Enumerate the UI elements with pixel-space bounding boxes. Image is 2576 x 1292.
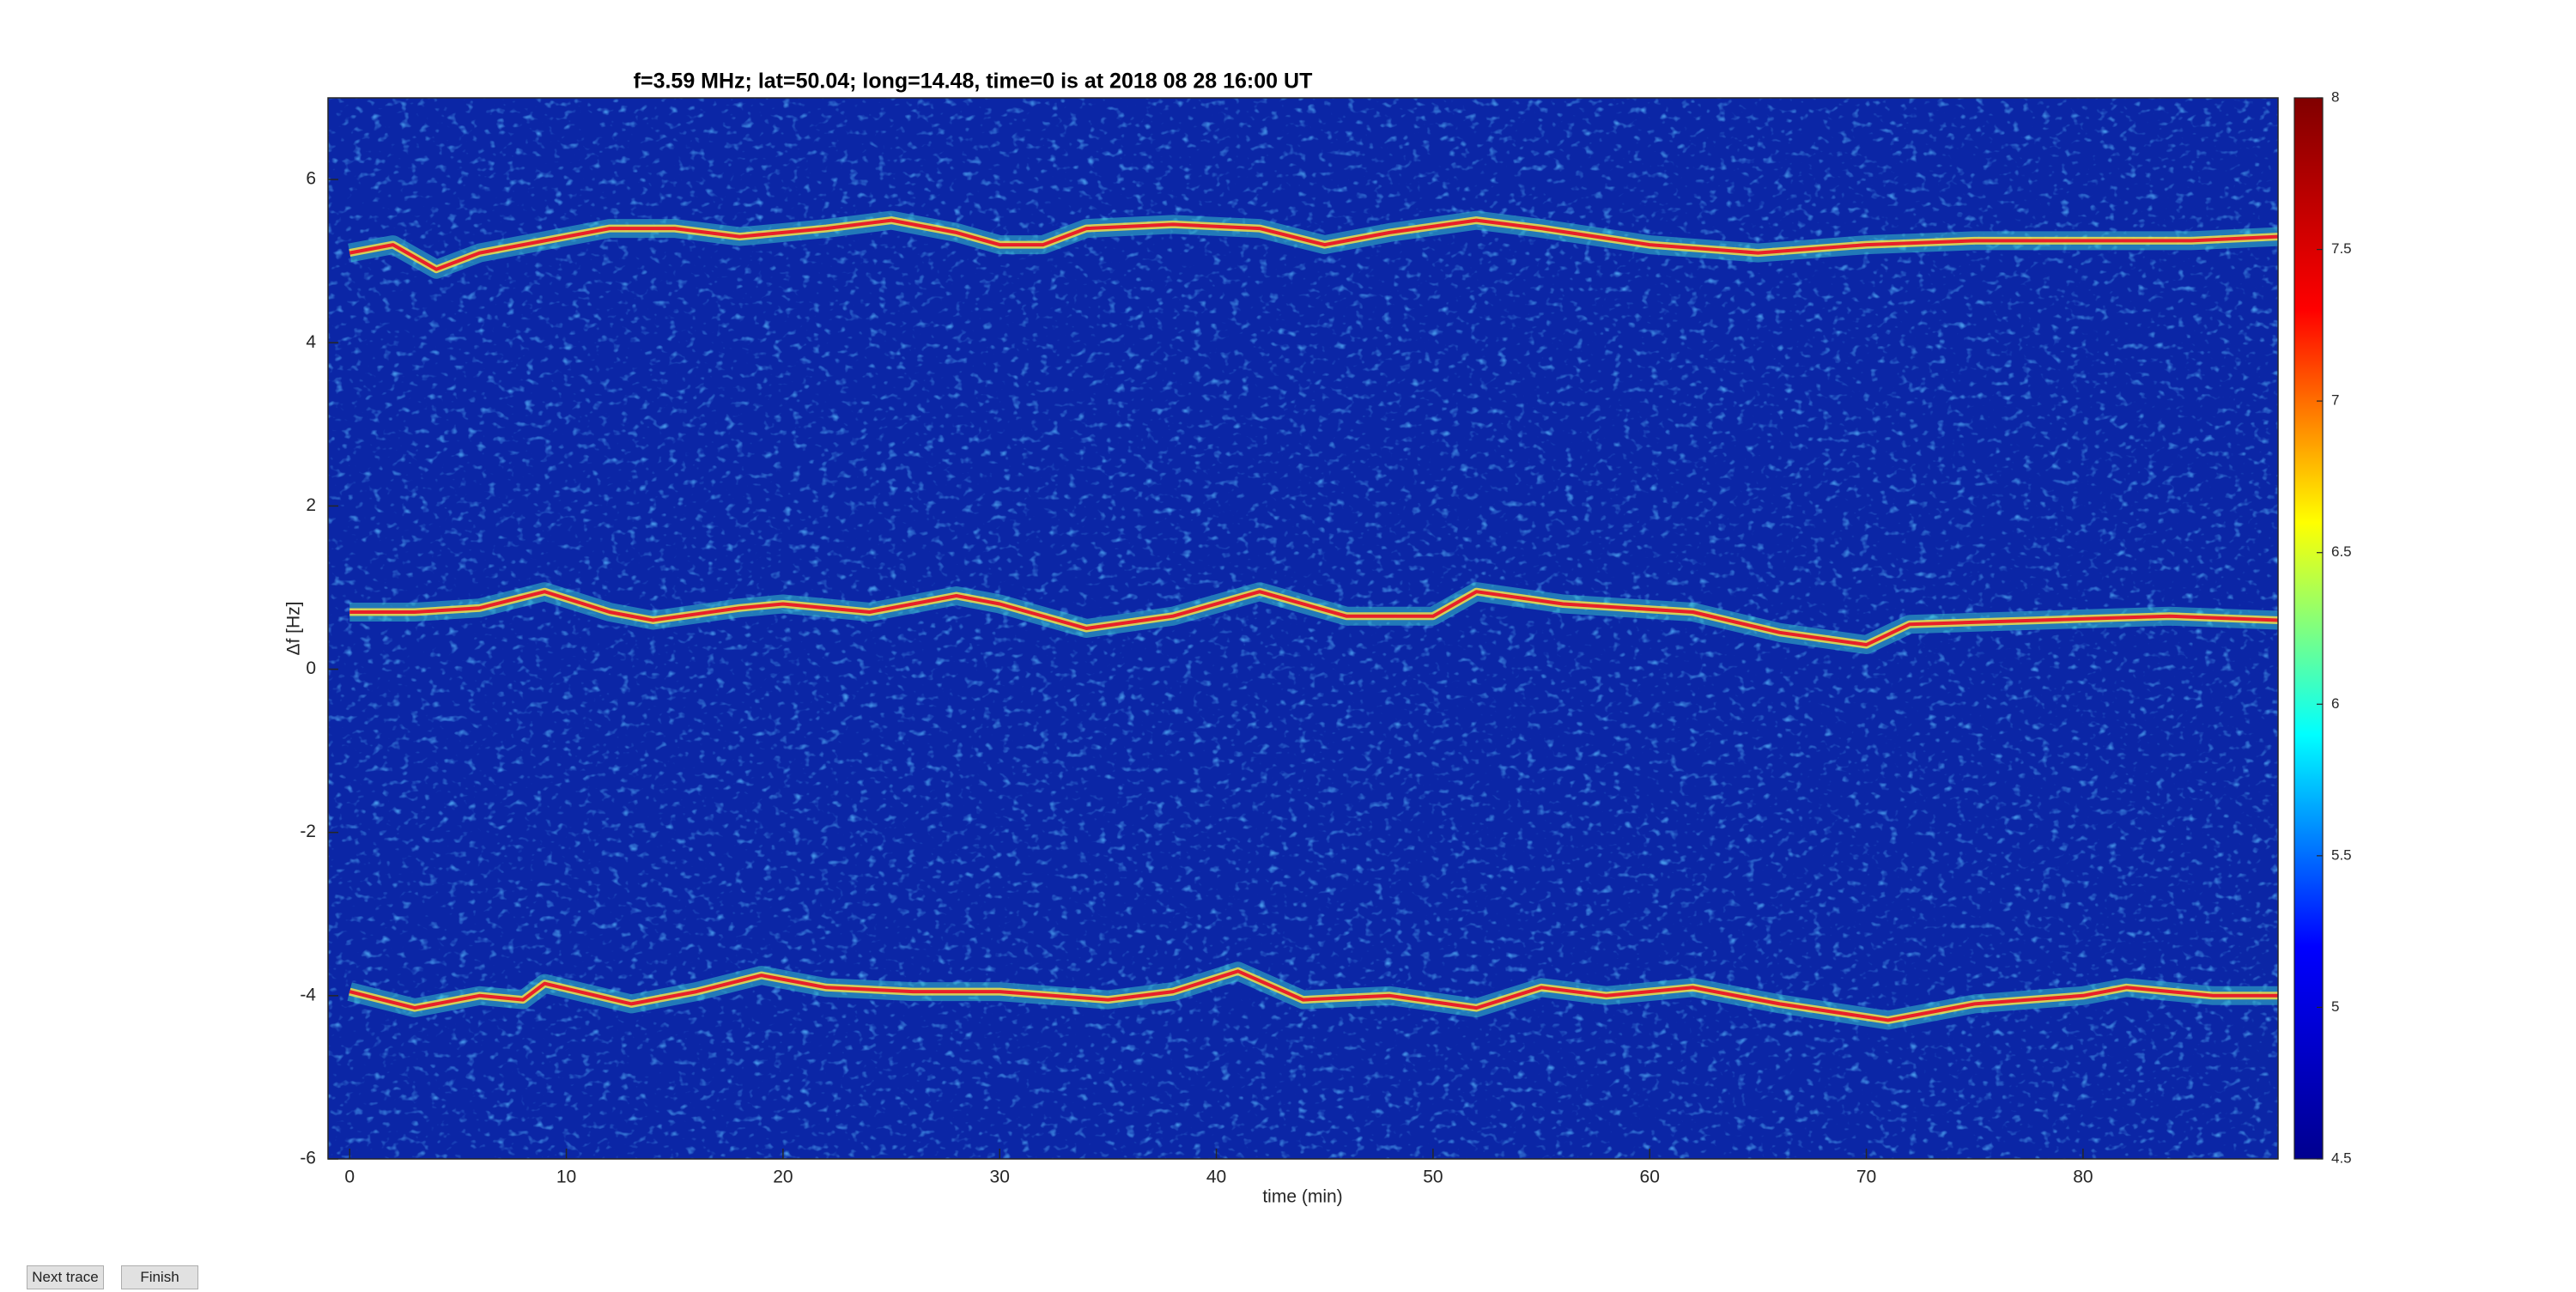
noise-texture — [328, 98, 2278, 1159]
colorbar — [2293, 97, 2324, 1160]
y-tick-label: -4 — [300, 985, 316, 1004]
x-tick-label: 20 — [773, 1168, 793, 1187]
x-axis-label: time (min) — [1262, 1187, 1342, 1207]
y-tick-label: -6 — [300, 1149, 316, 1168]
chart-title: f=3.59 MHz; lat=50.04; long=14.48, time=… — [634, 70, 1313, 94]
colorbar-tick-label: 5.5 — [2331, 846, 2352, 863]
trace-line — [349, 218, 2279, 271]
trace-line — [349, 590, 2279, 646]
colorbar-tick-label: 7 — [2331, 392, 2339, 409]
colorbar-tick-label: 4.5 — [2331, 1149, 2352, 1166]
colorbar-tick-label: 8 — [2331, 88, 2339, 105]
y-tick-label: -2 — [300, 822, 316, 841]
x-tick-label: 70 — [1856, 1168, 1876, 1187]
x-tick-label: 10 — [556, 1168, 576, 1187]
x-tick-label: 60 — [1640, 1168, 1660, 1187]
figure: f=3.59 MHz; lat=50.04; long=14.48, time=… — [284, 70, 2352, 1207]
y-tick-label: 4 — [306, 332, 316, 352]
x-tick-label: 0 — [344, 1168, 355, 1187]
x-tick-label: 30 — [990, 1168, 1010, 1187]
finish-button[interactable]: Finish — [121, 1265, 198, 1289]
next-trace-button[interactable]: Next trace — [27, 1265, 104, 1289]
colorbar-tick-label: 6 — [2331, 695, 2339, 712]
colorbar-tick-label: 7.5 — [2331, 240, 2352, 257]
colorbar-tick-label: 6.5 — [2331, 543, 2352, 560]
x-tick-label: 40 — [1206, 1168, 1226, 1187]
x-tick-label: 50 — [1423, 1168, 1443, 1187]
y-axis-label: Δf [Hz] — [284, 601, 304, 655]
axes-frame — [327, 97, 2279, 1160]
y-tick-label: 0 — [306, 658, 316, 678]
colorbar-tick-label: 5 — [2331, 998, 2339, 1015]
trace-line — [349, 969, 2278, 1022]
y-tick-label: 2 — [306, 495, 316, 515]
y-tick-label: 6 — [306, 169, 316, 189]
x-tick-label: 80 — [2073, 1168, 2093, 1187]
